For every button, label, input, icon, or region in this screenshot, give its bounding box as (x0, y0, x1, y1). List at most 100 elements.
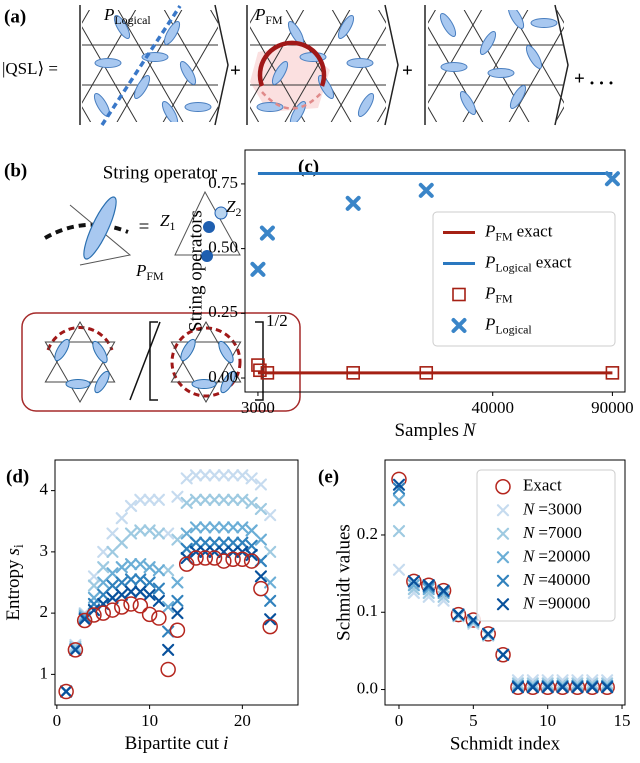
point (236, 521, 249, 534)
point (143, 493, 156, 506)
point (162, 527, 175, 540)
point (189, 521, 203, 534)
z1-label: Z1 (160, 211, 175, 233)
point (495, 647, 511, 663)
string-arc (44, 222, 129, 240)
point (245, 524, 258, 537)
dimer (163, 21, 181, 45)
label-part: N (522, 570, 536, 589)
legend-label: N =7000 (522, 523, 582, 542)
point (134, 524, 147, 537)
y-tick-label: 1 (40, 663, 49, 682)
point (67, 642, 84, 658)
dimer (487, 68, 515, 78)
dimer (94, 370, 110, 394)
lattice-bond (82, 26, 138, 122)
point (87, 603, 101, 617)
point (199, 469, 212, 482)
dimer (191, 379, 217, 389)
point (217, 536, 230, 549)
point (171, 576, 184, 589)
legend-label: N =20000 (522, 546, 590, 565)
x-tick-label: 0 (53, 711, 62, 730)
lattice-bond (284, 10, 351, 122)
point (208, 493, 221, 506)
point (422, 579, 435, 592)
point (199, 536, 212, 549)
point (236, 536, 249, 549)
legend-frame (476, 469, 616, 622)
bracket (149, 321, 158, 401)
legend-label: PLogical (484, 314, 532, 336)
point (97, 561, 110, 574)
dimer (179, 61, 197, 85)
point (132, 598, 149, 614)
kagome (250, 10, 386, 122)
point (407, 575, 420, 588)
point (162, 643, 175, 656)
kagome (82, 10, 218, 122)
lattice-bond (556, 10, 564, 24)
point (124, 585, 138, 598)
x-axis-label: Samples N (394, 420, 476, 441)
label-part: P (484, 252, 495, 271)
label-part: Logical (495, 260, 532, 274)
point (254, 570, 268, 583)
lattice-bond (250, 106, 260, 122)
point (143, 576, 156, 589)
label-part: FM (495, 291, 513, 305)
ket-brackets (79, 4, 569, 126)
legend-swatch (452, 287, 466, 302)
y-tick-label: 0.2 (357, 524, 378, 543)
axes-frame (244, 149, 626, 393)
x-tick-label: 40000 (471, 398, 514, 417)
point (511, 681, 525, 694)
point (480, 626, 496, 642)
lattice-bond (82, 10, 137, 104)
point (124, 499, 138, 513)
lattice-bond (428, 26, 484, 122)
dimer (357, 93, 375, 117)
dimer (507, 10, 525, 29)
point (58, 683, 74, 700)
point (243, 553, 260, 569)
point (245, 539, 258, 552)
dimer (220, 370, 236, 394)
point (601, 677, 614, 690)
panel-label: (b) (4, 160, 27, 181)
lattice-bond (509, 10, 564, 104)
label-part: P (254, 5, 265, 24)
point (346, 366, 360, 380)
plus: + (402, 60, 413, 81)
point (171, 607, 184, 620)
x-tick-label: 0 (395, 711, 404, 730)
dimer (256, 102, 284, 112)
axes-frame (384, 459, 626, 706)
point (217, 493, 230, 506)
point (76, 612, 93, 629)
point (253, 580, 269, 597)
y-tick-label: 0.50 (208, 238, 238, 257)
point (171, 594, 184, 607)
point (586, 681, 599, 694)
point (106, 527, 119, 540)
hexagram (170, 341, 242, 403)
point (141, 606, 158, 623)
point (217, 521, 230, 534)
label-part: Bipartite cut (125, 733, 220, 754)
point (418, 182, 434, 198)
point (422, 582, 435, 596)
dimer (161, 101, 179, 122)
point (226, 469, 240, 482)
point (245, 472, 258, 485)
point (169, 622, 186, 639)
legend-frame (432, 211, 616, 347)
slash (129, 321, 161, 401)
dimer (218, 340, 234, 364)
point (236, 493, 249, 506)
point (115, 588, 128, 601)
point (234, 551, 251, 567)
point (482, 627, 495, 640)
label-part: i (11, 544, 26, 548)
